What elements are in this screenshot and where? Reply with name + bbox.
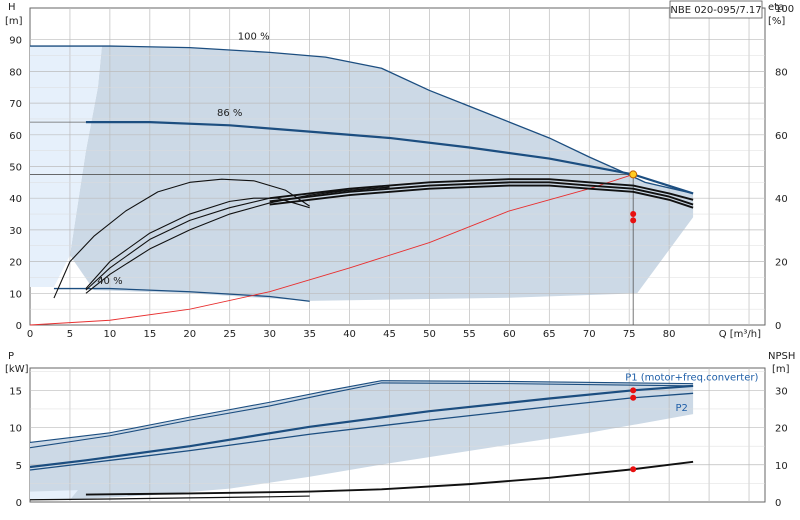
eta-curve [53, 178, 310, 299]
npsh-axis-unit: [m] [772, 364, 790, 375]
x-tick-label: 80 [663, 329, 676, 340]
eta-curve [269, 178, 694, 201]
x-tick-label: 30 [263, 329, 276, 340]
x-tick-label: 20 [183, 329, 196, 340]
x-tick-label: 70 [583, 329, 596, 340]
x-tick-label: 10 [104, 329, 117, 340]
power-curve [29, 382, 694, 449]
y-tick-label: 20 [9, 258, 22, 269]
eta-tick-label: 100 [775, 4, 794, 15]
power-tick-label: 10 [9, 424, 22, 435]
head-curve [85, 121, 694, 195]
series-label-p2: P2 [676, 403, 688, 414]
title-box [669, 0, 763, 19]
npsh-tick-label: 0 [775, 498, 781, 509]
x-axis-label: Q [m³/h] [719, 329, 761, 340]
power-marker [630, 394, 637, 401]
y-tick-label: 0 [16, 321, 22, 332]
y-axis-unit: [m] [5, 16, 23, 27]
operating-range-area [30, 46, 694, 301]
power-tick-label: 15 [9, 386, 22, 397]
x-tick-label: 75 [623, 329, 636, 340]
x-tick-label: 45 [383, 329, 396, 340]
eta-curve [269, 184, 694, 209]
x-tick-label: 35 [303, 329, 316, 340]
eta-tick-label: 20 [775, 258, 788, 269]
npsh-axis-label: NPSH [768, 351, 795, 362]
duty-point-marker [629, 170, 638, 179]
system-curve [29, 173, 634, 326]
x-tick-label: 15 [143, 329, 156, 340]
y-tick-label: 80 [9, 67, 22, 78]
power-tick-label: 0 [16, 498, 22, 509]
eta-tick-label: 60 [775, 131, 788, 142]
npsh-tick-label: 20 [775, 424, 788, 435]
curve-annotation: 40 % [97, 276, 122, 287]
eta-axis-label: eta [768, 2, 784, 13]
eta-curve [85, 186, 390, 291]
chart-title: NBE 020-095/7.17 [670, 5, 761, 16]
x-tick-label: 55 [463, 329, 476, 340]
x-tick-label: 40 [343, 329, 356, 340]
head-curve [30, 45, 694, 195]
x-tick-label: 0 [27, 329, 33, 340]
eta-marker [630, 211, 637, 218]
power-axis-unit: [kW] [5, 364, 29, 375]
curve-annotation: 86 % [217, 108, 242, 119]
y-axis-label: H [8, 2, 16, 13]
y-tick-label: 50 [9, 163, 22, 174]
power-range-area [30, 380, 694, 500]
y-tick-label: 10 [9, 289, 22, 300]
eta-tick-label: 0 [775, 321, 781, 332]
x-tick-label: 25 [223, 329, 236, 340]
y-tick-label: 70 [9, 99, 22, 110]
power-curve [29, 495, 310, 501]
power-axis-label: P [8, 351, 14, 362]
y-tick-label: 90 [9, 36, 22, 47]
x-tick-label: 65 [543, 329, 556, 340]
power-curve [29, 384, 694, 469]
eta-axis-unit: [%] [768, 16, 785, 27]
npsh-tick-label: 30 [775, 386, 788, 397]
low-flow-area [30, 490, 78, 500]
y-tick-label: 40 [9, 194, 22, 205]
power-curve [29, 392, 694, 471]
npsh-curve [85, 460, 694, 496]
x-tick-label: 60 [503, 329, 516, 340]
eta-marker [630, 217, 637, 224]
npsh-marker [630, 466, 637, 473]
eta-curve [269, 181, 694, 206]
power-marker [630, 387, 637, 394]
npsh-tick-label: 10 [775, 461, 788, 472]
series-label-p1: P1 (motor+freq.converter) [625, 373, 758, 384]
y-tick-label: 30 [9, 226, 22, 237]
x-tick-label: 5 [67, 329, 73, 340]
y-tick-label: 60 [9, 131, 22, 142]
eta-tick-label: 40 [775, 194, 788, 205]
curve-annotation: 100 % [238, 32, 270, 43]
eta-tick-label: 80 [775, 67, 788, 78]
x-tick-label: 50 [423, 329, 436, 340]
power-tick-label: 5 [16, 461, 22, 472]
power-curve [29, 380, 694, 443]
